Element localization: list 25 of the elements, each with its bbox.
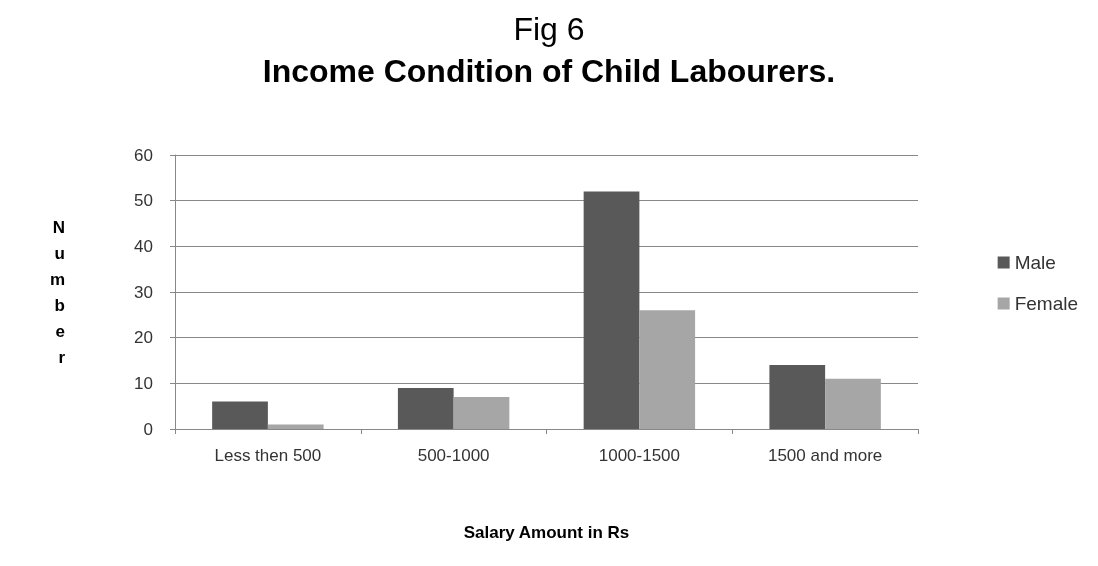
legend-label: Male xyxy=(1014,252,1056,273)
x-axis-title: Salary Amount in Rs xyxy=(463,523,630,542)
bar xyxy=(583,191,640,429)
x-tick-label: 1500 and more xyxy=(767,445,883,465)
y-tick-label: 40 xyxy=(134,236,153,256)
y-tick-label: 10 xyxy=(134,373,153,393)
bar xyxy=(267,424,324,429)
y-tick-label: 30 xyxy=(134,282,153,302)
bar xyxy=(639,310,696,429)
bar xyxy=(397,387,454,429)
chart-subtitle: Income Condition of Child Labourers. xyxy=(262,53,836,89)
x-tick-label: 500-1000 xyxy=(417,445,490,465)
y-tick-label: 0 xyxy=(143,419,153,439)
y-tick-label: 60 xyxy=(134,145,153,165)
bar xyxy=(453,397,510,429)
legend-label: Female xyxy=(1014,293,1078,314)
chart-title: Fig 6 xyxy=(513,11,585,47)
y-tick-label: 50 xyxy=(134,191,153,211)
y-axis-title: Number xyxy=(49,217,66,367)
bar xyxy=(212,401,268,429)
x-tick-label: 1000-1500 xyxy=(598,445,681,465)
x-tick-label: Less then 500 xyxy=(214,445,322,465)
y-tick-label: 20 xyxy=(134,328,153,348)
bar xyxy=(769,365,826,429)
bar xyxy=(825,378,881,429)
